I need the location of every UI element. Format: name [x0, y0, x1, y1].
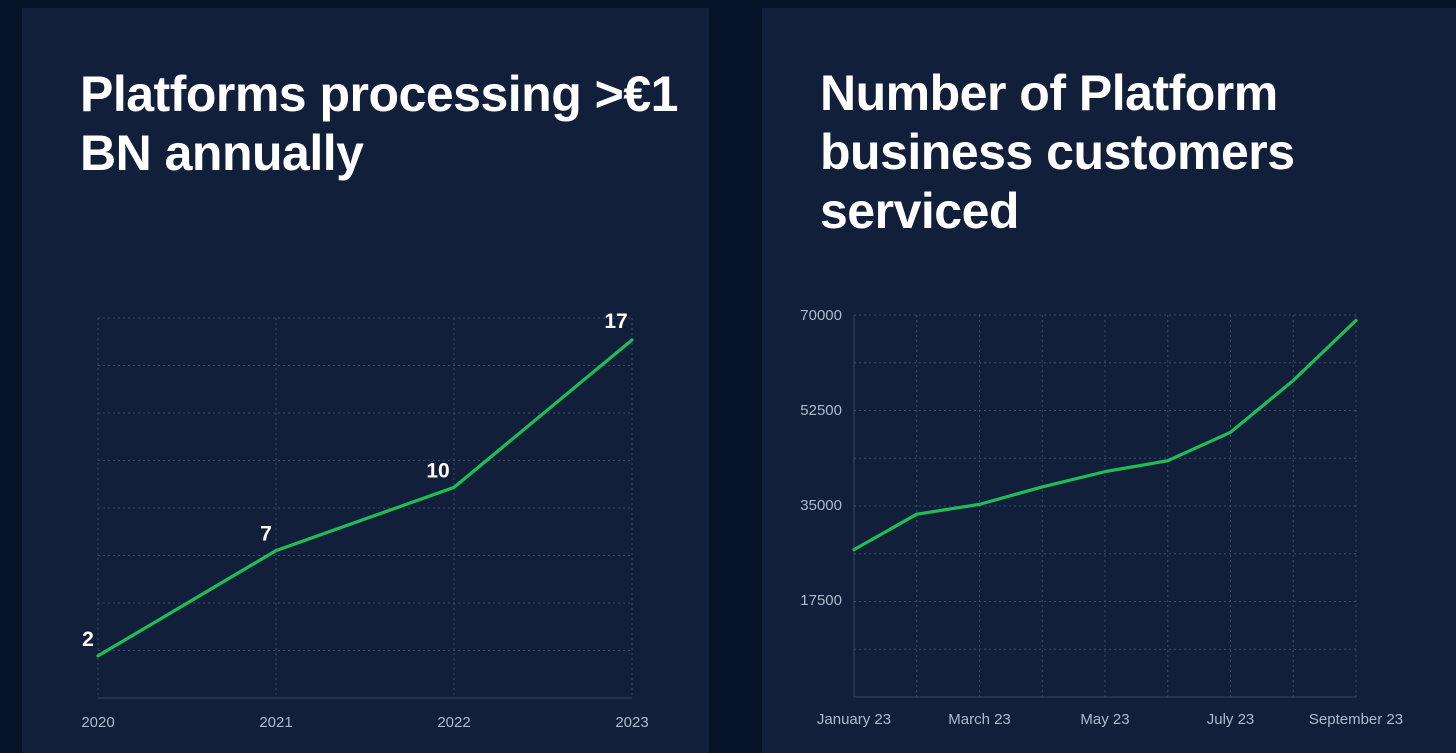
data-label: 10 [426, 459, 449, 482]
x-tick-label: July 23 [1207, 711, 1255, 728]
x-tick-label: May 23 [1080, 711, 1129, 728]
x-tick-label: 2023 [615, 714, 648, 731]
chart-title-customers: Number of Platform business customers se… [820, 65, 1295, 239]
y-tick-label: 35000 [800, 497, 842, 514]
x-tick-label: 2020 [81, 714, 114, 731]
series-line [96, 338, 634, 658]
y-tick-label: 52500 [800, 402, 842, 419]
y-tick-label: 17500 [800, 592, 842, 609]
data-label: 17 [604, 310, 627, 333]
data-label: 7 [260, 523, 272, 546]
series-line [852, 318, 1358, 552]
chart-panel-customers: Number of Platform business customers se… [762, 8, 1456, 753]
x-tick-label: March 23 [948, 711, 1011, 728]
x-tick-label: 2022 [437, 714, 470, 731]
line-chart-platforms: 2020 2021 2022 2023 2 7 10 17 [81, 310, 648, 731]
x-tick-label: 2021 [259, 714, 292, 731]
line-chart-customers: 70000 52500 35000 17500 January 23 March 23 Ma… [800, 307, 1403, 728]
x-tick-label: September 23 [1309, 711, 1403, 728]
data-label: 2 [82, 628, 94, 651]
y-tick-label: 70000 [800, 307, 842, 324]
chart-title-platforms: Platforms processing >€1 BN annually [80, 66, 678, 181]
x-tick-label: January 23 [817, 711, 891, 728]
chart-panel-platforms: Platforms processing >€1 BN annually 202… [22, 8, 709, 753]
